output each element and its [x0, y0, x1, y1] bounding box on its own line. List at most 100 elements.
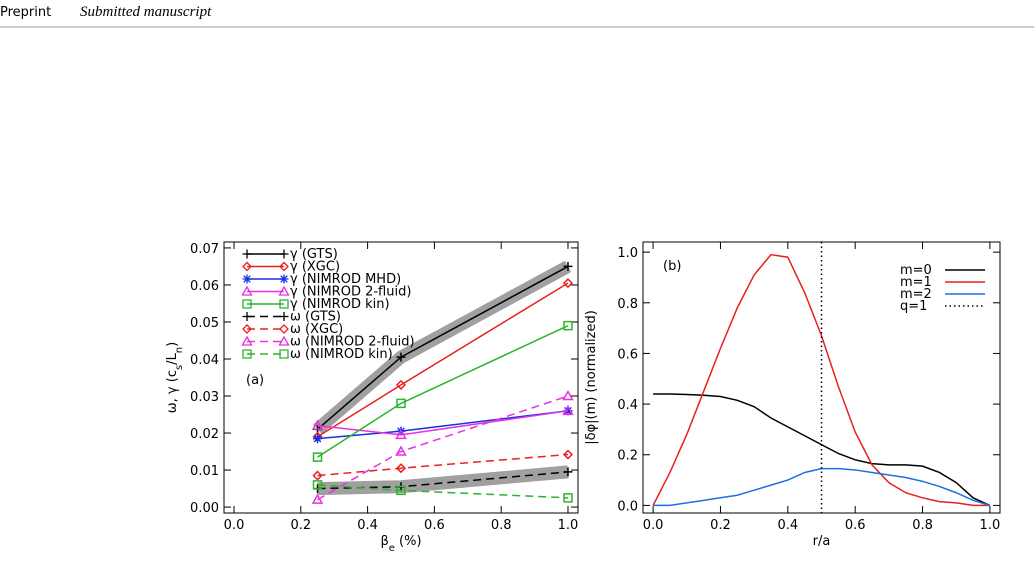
legend-label: γ (XGC): [290, 260, 340, 275]
legend-marker: [279, 299, 289, 309]
legend-label: m=0: [900, 263, 932, 278]
series-line: [317, 282, 569, 438]
series-line: [317, 395, 569, 501]
x-tick-label: 0.4: [357, 518, 378, 533]
data-point: [562, 404, 574, 416]
x-tick-label: 0.8: [491, 518, 512, 533]
legend-label: ω (GTS): [290, 310, 341, 325]
data-point: [313, 434, 323, 444]
data-point: [563, 493, 573, 503]
legend-marker: [242, 312, 252, 321]
data-point: [395, 428, 407, 440]
data-point: [395, 463, 407, 474]
legend-label: ω (NIMROD 2-fluid): [290, 335, 415, 350]
y-tick-label: 0.00: [190, 501, 219, 516]
x-tick-label: 1.0: [980, 518, 1001, 533]
y-tick-label: 0.8: [617, 297, 638, 312]
x-axis-label-part: r/a: [813, 534, 831, 549]
y-tick-label: 0.04: [190, 353, 219, 368]
data-point: [563, 261, 573, 271]
legend-label: q=1: [900, 299, 927, 314]
y-axis-label-part: n: [174, 347, 185, 353]
data-point: [563, 320, 573, 331]
header-label: Preprint: [0, 5, 51, 20]
x-axis-label: r/a: [813, 534, 831, 549]
y-tick-label: 0.0: [617, 499, 638, 514]
series-line: [317, 410, 569, 440]
data-point: [395, 379, 407, 390]
y-tick-label: 0.06: [190, 279, 219, 294]
legend-label: γ (NIMROD MHD): [290, 272, 401, 287]
legend-label: m=1: [900, 275, 932, 290]
series-line: [317, 484, 569, 499]
data-point: [563, 467, 573, 477]
legend-label: m=2: [900, 287, 932, 302]
series-line: [317, 453, 569, 477]
y-tick-label: 0.05: [190, 316, 219, 331]
data-point: [396, 398, 406, 409]
series-line: [317, 410, 569, 436]
x-tick-label: 0.2: [290, 518, 311, 533]
data-point: [396, 352, 406, 362]
y-axis-label-part: ω, γ (c: [165, 370, 180, 413]
data-point: [311, 419, 324, 430]
y-axis-label-part: ): [165, 342, 180, 347]
y-axis-label-part: s: [174, 365, 185, 370]
series-line: [653, 467, 991, 507]
x-tick-label: 1.0: [558, 518, 579, 533]
legend-marker: [279, 274, 289, 284]
y-axis-label-part: /L: [165, 352, 180, 364]
data-point: [312, 470, 323, 481]
x-tick-label: 0.0: [643, 518, 664, 533]
data-point: [311, 493, 324, 504]
legend-marker: [242, 324, 252, 334]
data-point: [562, 449, 574, 460]
legend-label: ω (NIMROD kin): [290, 347, 393, 362]
x-tick-label: 0.0: [224, 518, 245, 533]
data-point: [312, 480, 323, 490]
y-axis-label: ω, γ (cs/Ln): [165, 342, 185, 413]
x-tick-label: 0.6: [424, 518, 445, 533]
legend-marker: [278, 285, 290, 296]
y-tick-label: 0.03: [190, 390, 219, 405]
legend-marker: [278, 335, 290, 346]
header-note: Submitted manuscript: [80, 4, 212, 20]
y-tick-label: 0.02: [190, 427, 219, 442]
legend-marker: [242, 261, 252, 272]
legend-marker: [242, 249, 252, 259]
x-axis-label-part: β: [380, 534, 388, 549]
legend-marker: [279, 312, 289, 321]
x-axis-label-part: e: [389, 543, 395, 554]
series-line: [317, 324, 569, 458]
y-tick-label: 0.4: [617, 398, 638, 413]
uncertainty-band: [317, 465, 569, 496]
data-point: [395, 445, 407, 456]
legend-marker: [242, 299, 252, 309]
legend-marker: [279, 261, 289, 272]
y-tick-label: 0.2: [617, 449, 638, 464]
legend-marker: [279, 349, 289, 359]
legend-marker: [279, 324, 289, 334]
legend-label: γ (NIMROD 2-fluid): [290, 285, 411, 300]
panel-annotation: (a): [246, 373, 264, 388]
data-point: [312, 452, 323, 462]
legend-label: ω (XGC): [290, 322, 343, 337]
legend-label: γ (GTS): [290, 247, 338, 262]
y-tick-label: 0.07: [190, 242, 219, 257]
data-point: [562, 389, 574, 401]
plot-frame: [223, 241, 579, 514]
data-point: [562, 278, 574, 289]
legend-marker: [241, 285, 253, 296]
y-axis-label: |δφ|(m) (normalized): [584, 310, 599, 445]
legend-label: γ (NIMROD kin): [290, 297, 390, 312]
x-tick-label: 0.6: [845, 518, 866, 533]
legend-marker: [241, 335, 253, 346]
x-tick-label: 0.4: [777, 518, 798, 533]
x-tick-label: 0.2: [710, 518, 731, 533]
x-axis-label: βe (%): [380, 534, 421, 554]
data-point: [396, 485, 406, 496]
y-axis-label-part: |δφ|(m) (normalized): [584, 310, 599, 445]
y-tick-label: 0.6: [617, 347, 638, 362]
